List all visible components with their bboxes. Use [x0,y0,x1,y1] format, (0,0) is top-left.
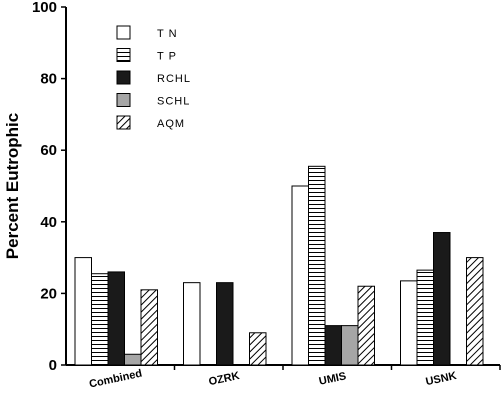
bar-rchl-combined [107,271,125,366]
bar-tp-usnk [416,269,434,366]
y-tick-label: 0 [49,357,57,374]
legend: T N T P RCHL SCHL AQM [116,25,191,130]
category-label: UMIS [318,370,347,387]
bar-tn-ozrk [183,282,201,366]
legend-swatch-aqm [116,115,131,130]
bar-tp-combined [91,273,109,366]
bars [74,165,484,366]
legend-label-schl: SCHL [157,96,190,108]
bar-tp-umis [308,165,326,366]
category-labels: Combined OZRK UMIS USNK [88,365,501,391]
legend-label-rchl: RCHL [157,73,191,85]
bar-rchl-umis [324,325,342,366]
bar-aqm-combined [140,289,158,366]
y-tick-label: 100 [32,0,57,16]
category-label: OZRK [208,370,241,388]
legend-swatch-tp [116,48,131,62]
category-label: Combined [88,368,143,391]
bar-rchl-ozrk [216,282,234,366]
bar-aqm-usnk [466,257,484,366]
bar-schl-combined [124,353,142,366]
legend-label-tn: T N [157,28,178,40]
y-tick-label: 20 [40,285,57,302]
bar-tn-usnk [400,280,418,366]
legend-label-aqm: AQM [157,118,185,130]
bar-aqm-umis [357,285,375,366]
y-axis-label: Percent Eutrophic [3,113,22,259]
bar-schl-umis [341,325,359,366]
bar-tn-combined [74,257,92,366]
legend-swatch-rchl [116,70,131,85]
legend-swatch-schl [116,93,131,107]
y-tick-label: 80 [40,71,57,88]
legend-label-tp: T P [157,51,177,63]
bar-tn-umis [291,185,309,366]
bar-aqm-ozrk [249,332,267,366]
y-tick-label: 60 [40,142,57,159]
y-tick-label: 40 [40,214,57,231]
category-label: USNK [425,370,458,388]
bar-rchl-usnk [433,232,451,366]
legend-swatch-tn [116,25,131,40]
